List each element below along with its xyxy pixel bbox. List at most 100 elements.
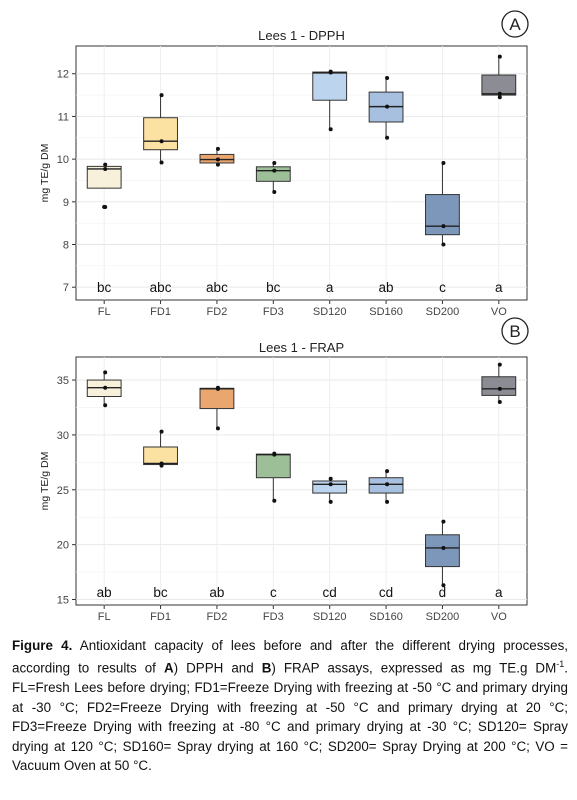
panel-b-data-point <box>272 498 277 503</box>
panel-a-y-tick-label: 9 <box>63 197 69 209</box>
panel-a-box <box>143 117 178 151</box>
panel-b-data-point <box>441 545 446 550</box>
panel-a-data-point <box>159 139 164 144</box>
panel-b-significance-letter: d <box>439 585 447 600</box>
panel-a-data-point <box>103 166 108 171</box>
panel-a-data-point <box>215 157 220 162</box>
panel-b-x-tick-label: FD1 <box>150 611 171 623</box>
caption-panel-b: B <box>261 660 272 676</box>
panel-a-data-point <box>385 76 390 81</box>
panel-a-x-tick-label: FD1 <box>150 306 171 318</box>
caption-text-3: ) FRAP assays, expressed as mg TE.g DM <box>271 660 557 676</box>
panel-a-x-tick-label: SD120 <box>313 306 347 318</box>
panel-b-label-letter: B <box>509 322 520 341</box>
panel-a-data-point <box>441 224 446 229</box>
panel-a-significance-letter: bc <box>97 280 112 295</box>
panel-a-data-point <box>215 162 220 167</box>
panel-a-data-point <box>328 127 333 132</box>
panel-a-significance-letter: a <box>326 280 334 295</box>
panel-a-x-tick-label: FL <box>98 306 111 318</box>
panel-b-title: Lees 1 - FRAP <box>259 340 344 355</box>
panel-a-significance-letter: c <box>439 280 446 295</box>
panel-b-label-circle <box>501 317 529 345</box>
panel-b-significance-letter: ab <box>209 585 224 600</box>
panel-a-x-tick-label: FD2 <box>207 306 228 318</box>
panel-a-data-point <box>497 91 502 96</box>
panel-b-data-point <box>497 386 502 391</box>
panel-b-box <box>255 453 291 479</box>
panel-a-significance-letter: bc <box>266 280 281 295</box>
panel-b-data-point <box>159 429 164 434</box>
panel-a-data-point <box>328 70 333 75</box>
panel-b-box <box>481 376 517 396</box>
panel-b-x-tick-label: SD120 <box>313 611 347 623</box>
panel-a-data-point <box>272 160 277 165</box>
panel-b-significance-letter: a <box>495 585 503 600</box>
panel-b-data-point <box>103 385 108 390</box>
panel-b-data-point <box>441 583 446 588</box>
panel-b-y-tick-label: 15 <box>57 595 69 607</box>
panel-b-box <box>199 387 235 410</box>
panel-a-y-tick-label: 7 <box>63 282 69 294</box>
panel-b-data-point <box>328 499 333 504</box>
panel-b-significance-letter: c <box>270 585 277 600</box>
panel-a-y-tick-label: 11 <box>58 111 69 123</box>
panel-b-x-tick-label: VO <box>491 611 507 623</box>
panel-b-y-tick-label: 25 <box>57 485 69 497</box>
panel-a-x-tick-label: FD3 <box>263 306 284 318</box>
panel-a-data-point <box>215 146 220 151</box>
panel-a-data-point <box>385 135 390 140</box>
panel-b-significance-letter: bc <box>153 585 168 600</box>
panel-b-data-point <box>272 452 277 457</box>
panel-b-x-tick-label: FD2 <box>207 611 228 623</box>
panel-b-y-tick-label: 20 <box>57 540 69 552</box>
panel-b-data-point <box>215 426 220 431</box>
caption-superscript: -1 <box>556 659 565 670</box>
panel-b-data-point <box>441 519 446 524</box>
panel-b-plot-area <box>75 356 528 606</box>
panel-b-y-axis-label: mg TE/g DM <box>39 452 51 511</box>
panel-a-data-point <box>441 160 446 165</box>
panel-b-x-tick-label: SD160 <box>369 611 403 623</box>
panel-a-y-axis-label: mg TE/g DM <box>39 144 51 203</box>
panel-a-data-point <box>103 162 108 167</box>
panel-b-data-point <box>328 476 333 481</box>
caption-panel-a: A <box>163 660 174 676</box>
panel-a-significance-letter: a <box>495 280 503 295</box>
panel-b-data-point <box>385 469 390 474</box>
panel-b-data-point <box>385 499 390 504</box>
panel-a-y-tick-label: 10 <box>57 154 69 166</box>
panel-b-data-point <box>103 403 108 408</box>
caption-label: Figure 4. <box>12 638 73 653</box>
panel-a-data-point <box>272 189 277 194</box>
panel-b-data-point <box>215 386 220 391</box>
panel-b-data-point <box>497 362 502 367</box>
panel-b-x-tick-label: FD3 <box>263 611 284 623</box>
panel-a-data-point <box>272 168 277 173</box>
panel-b-data-point <box>385 482 390 487</box>
panel-a-significance-letter: abc <box>150 280 172 295</box>
panel-b-data-point <box>328 482 333 487</box>
panel-b-y-tick-label: 35 <box>57 375 69 387</box>
panel-a-significance-letter: ab <box>379 280 394 295</box>
panel-a-data-point <box>497 54 502 59</box>
panel-b-significance-letter: ab <box>97 585 112 600</box>
panel-a-label-letter: A <box>509 15 521 34</box>
panel-a-data-point <box>103 204 108 209</box>
panel-a-data-point <box>159 160 164 165</box>
panel-a-plot-area <box>75 45 528 301</box>
panel-a-data-point <box>385 104 390 109</box>
panel-b-significance-letter: cd <box>323 585 337 600</box>
caption-text-4: . FL=Fresh Lees before drying; FD1=Freez… <box>12 660 568 773</box>
figure-caption: Figure 4. Antioxidant capacity of lees b… <box>12 636 568 775</box>
panel-b-x-tick-label: SD200 <box>426 611 460 623</box>
panel-a-title: Lees 1 - DPPH <box>258 28 345 43</box>
panel-a-box <box>425 194 460 236</box>
panel-a-data-point <box>159 93 164 98</box>
caption-text-1: Antioxidant capacity of lees before and … <box>12 638 568 676</box>
panel-a-x-tick-label: VO <box>491 306 507 318</box>
panel-b-y-tick-label: 30 <box>57 430 69 442</box>
panel-b-data-point <box>159 463 164 468</box>
panel-a-data-point <box>441 242 446 247</box>
